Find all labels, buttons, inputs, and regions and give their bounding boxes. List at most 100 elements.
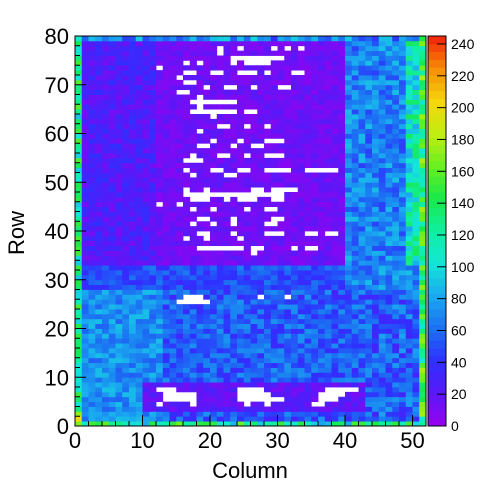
heatmap-cell [162, 382, 170, 388]
heatmap-cell [122, 148, 130, 154]
heatmap-cell [250, 352, 258, 359]
heatmap-cell [311, 265, 319, 271]
heatmap-cell [203, 343, 211, 349]
heatmap-cell [243, 240, 251, 247]
heatmap-cell [108, 192, 116, 198]
heatmap-cell [149, 348, 157, 354]
heatmap-cell [311, 114, 319, 120]
heatmap-cell [358, 196, 366, 203]
heatmap-cell [257, 153, 265, 159]
heatmap-cell [419, 343, 427, 349]
heatmap-cell [338, 172, 346, 178]
heatmap-cell [135, 201, 143, 208]
heatmap-cell [399, 245, 407, 251]
heatmap-cell [392, 192, 400, 198]
heatmap-cell [169, 36, 177, 42]
heatmap-cell [142, 167, 150, 173]
heatmap-cell [264, 284, 272, 290]
heatmap-cell [372, 323, 380, 329]
heatmap-cell [385, 387, 393, 393]
heatmap-cell [156, 84, 164, 91]
heatmap-cell [378, 328, 386, 334]
heatmap-cell [372, 157, 380, 164]
heatmap-cell [297, 391, 305, 398]
heatmap-cell [270, 411, 278, 417]
heatmap-cell [284, 362, 292, 368]
heatmap-cell [189, 348, 197, 354]
heatmap-cell [196, 153, 204, 159]
heatmap-cell [243, 118, 251, 125]
heatmap-cell [75, 177, 83, 183]
heatmap-cell [115, 206, 123, 212]
heatmap-cell [277, 65, 285, 71]
heatmap-cell [399, 284, 407, 290]
heatmap-cell [183, 201, 191, 208]
heatmap-cell [345, 323, 353, 329]
heatmap-cell [345, 133, 353, 139]
heatmap-cell [277, 294, 285, 300]
heatmap-cell [189, 240, 197, 247]
heatmap-cell [162, 109, 170, 115]
heatmap-cell [243, 382, 251, 388]
heatmap-cell [399, 109, 407, 115]
heatmap-cell [250, 206, 258, 212]
heatmap-cell [358, 357, 366, 364]
heatmap-cell [399, 177, 407, 183]
heatmap-cell [156, 45, 164, 52]
heatmap-cell [372, 231, 380, 237]
heatmap-cell [318, 382, 326, 388]
heatmap-cell [189, 45, 197, 52]
heatmap-cell [284, 172, 292, 178]
heatmap-cell [405, 406, 413, 412]
heatmap-cell [250, 89, 258, 95]
heatmap-cell [365, 45, 373, 52]
heatmap-cell [115, 167, 123, 173]
heatmap-cell [115, 187, 123, 193]
heatmap-cell [223, 128, 231, 134]
heatmap-cell [75, 240, 83, 247]
heatmap-cell [135, 172, 143, 178]
heatmap-cell [378, 187, 386, 193]
heatmap-cell [405, 114, 413, 120]
heatmap-cell [399, 226, 407, 232]
heatmap-cell [351, 235, 359, 242]
heatmap-cell [243, 235, 251, 242]
heatmap-cell [399, 167, 407, 173]
heatmap-cell [88, 338, 96, 344]
heatmap-cell [81, 211, 89, 217]
heatmap-cell [169, 133, 177, 139]
heatmap-cell [149, 157, 157, 164]
heatmap-cell [142, 216, 150, 222]
heatmap-cell [210, 367, 218, 373]
heatmap-cell [419, 274, 427, 281]
heatmap-cell [277, 274, 285, 281]
heatmap-cell [122, 94, 130, 100]
heatmap-cell [331, 65, 339, 71]
heatmap-cell [223, 36, 231, 42]
heatmap-cell [75, 99, 83, 105]
heatmap-cell [196, 309, 204, 315]
heatmap-cell [324, 133, 332, 139]
heatmap-cell [108, 323, 116, 329]
heatmap-cell [122, 177, 130, 183]
heatmap-cell [243, 333, 251, 339]
heatmap-cell [75, 216, 83, 222]
heatmap-cell [189, 333, 197, 339]
heatmap-cell [95, 318, 103, 325]
heatmap-cell [378, 260, 386, 266]
heatmap-cell [324, 240, 332, 247]
heatmap-cell [95, 411, 103, 417]
heatmap-cell [365, 338, 373, 344]
heatmap-cell [405, 401, 413, 407]
heatmap-cell [169, 416, 177, 422]
heatmap-cell [203, 75, 211, 81]
heatmap-cell [257, 240, 265, 247]
heatmap-cell [331, 274, 339, 281]
heatmap-cell [385, 352, 393, 359]
heatmap-cell [277, 109, 285, 115]
heatmap-cell [385, 133, 393, 139]
heatmap-cell [365, 55, 373, 61]
heatmap-cell [284, 401, 292, 407]
heatmap-cell [351, 328, 359, 334]
heatmap-cell [142, 206, 150, 212]
